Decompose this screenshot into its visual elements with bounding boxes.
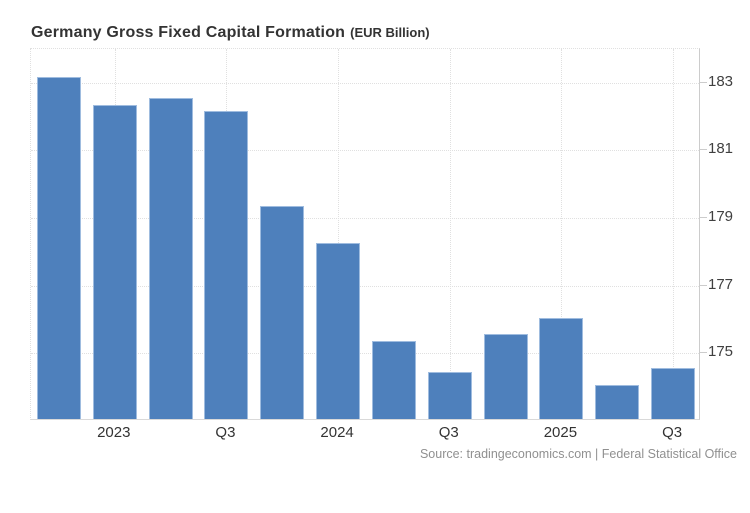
y-axis-tick [700,81,707,83]
gridline-horizontal [31,150,699,152]
chart-title-unit: (EUR Billion) [350,25,430,40]
y-axis-label: 175 [708,343,734,361]
y-axis-label: 177 [708,275,734,293]
gridline-vertical [449,49,451,419]
y-axis-tick [700,352,707,354]
chart-title-text: Germany Gross Fixed Capital Formation [31,24,346,41]
gridline-vertical [338,49,340,419]
x-axis-label: Q3 [662,424,683,441]
bar-q1-2025[interactable] [539,317,584,419]
gridline-vertical [561,49,563,419]
bar-q3-2024[interactable] [427,371,472,419]
y-axis-tick [700,217,707,219]
bar-q1-2023[interactable] [92,104,137,419]
plot-area [30,48,700,420]
bar-q1-2024[interactable] [316,243,361,419]
bar-q3-2025[interactable] [651,368,696,419]
chart-title: Germany Gross Fixed Capital Formation (E… [31,24,430,42]
x-axis-label: 2024 [320,424,354,441]
x-axis-label: 2023 [97,424,131,441]
bar-q2-2025[interactable] [595,385,640,419]
bar-q4-2024[interactable] [483,334,528,419]
y-axis-label: 179 [708,208,734,226]
y-axis-tick [700,149,707,151]
gridline-vertical [673,49,675,419]
x-axis-label: Q3 [215,424,236,441]
gridline-horizontal [31,218,699,220]
bar-q4-2022[interactable] [36,77,81,419]
y-axis-label: 181 [708,140,734,158]
y-axis-tick [700,284,707,286]
gridline-horizontal [31,285,699,287]
gridline-horizontal [31,82,699,84]
bar-q4-2023[interactable] [260,205,305,419]
bar-q2-2023[interactable] [148,97,193,419]
bar-q2-2024[interactable] [371,341,416,419]
x-axis-label: Q3 [438,424,459,441]
x-axis-label: 2025 [543,424,578,441]
gridline-horizontal [31,353,699,355]
y-axis-label: 183 [708,72,734,90]
source-attribution: Source: tradingeconomics.com | Federal S… [419,447,737,461]
bar-q3-2023[interactable] [204,111,249,419]
